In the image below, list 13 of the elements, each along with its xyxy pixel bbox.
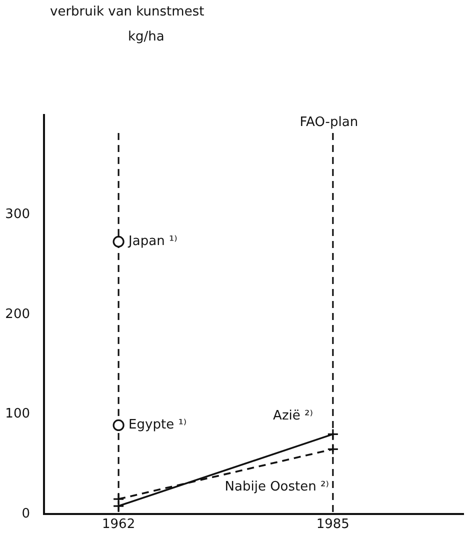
y-tick-label: 300	[5, 207, 30, 222]
x-tick-label: 1985	[316, 517, 350, 532]
series-label: Japan ¹⁾	[128, 234, 178, 250]
x-tick-label: 1962	[102, 517, 136, 532]
text: kg/ha	[128, 29, 164, 44]
series-label: Nabije Oosten ²⁾	[224, 480, 329, 495]
y-tick-label: 100	[5, 406, 30, 422]
chart-title: verbruik van kunstmest	[50, 4, 204, 20]
series-label: Azië ²⁾	[273, 408, 313, 424]
ref-line-label: FAO-plan	[300, 114, 358, 130]
y-tick-label: 0	[22, 506, 30, 522]
series-label: Egypte ¹⁾	[128, 418, 187, 433]
y-tick-label: 200	[5, 306, 30, 322]
